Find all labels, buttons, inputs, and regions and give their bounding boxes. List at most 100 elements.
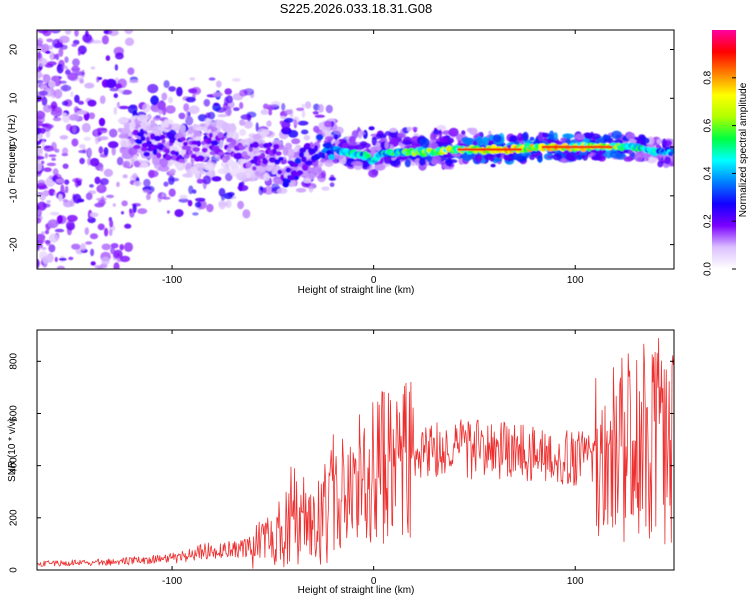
- spectrogram-cell: [48, 80, 56, 89]
- spectrogram-cell: [157, 100, 166, 111]
- y-tick-label: 200: [9, 509, 20, 526]
- spectrogram-cell: [122, 174, 128, 179]
- spectrogram-cell: [65, 185, 69, 194]
- spectrogram-cell: [325, 104, 333, 114]
- spectrogram-ridge-cell: [238, 145, 246, 150]
- spectrogram-cell: [118, 105, 130, 110]
- colorbar-tick-label: 0.6: [703, 118, 714, 132]
- x-tick-label: 0: [371, 576, 377, 587]
- spectrogram-ridge-cell: [161, 138, 166, 144]
- spectrogram-cell: [133, 160, 141, 168]
- spectrogram-cell: [414, 158, 421, 166]
- spectrogram-cell: [267, 106, 274, 111]
- spectrogram-cell: [79, 144, 86, 149]
- spectrogram-cell: [238, 128, 247, 136]
- spectrogram-cell: [122, 160, 131, 169]
- spectrogram-cell: [58, 194, 63, 202]
- spectrogram-cell: [96, 197, 107, 201]
- spectrogram-cell: [575, 151, 580, 156]
- spectrogram-cell: [117, 78, 128, 89]
- spectrogram-cell: [634, 152, 644, 162]
- spectrogram-cell: [112, 203, 116, 207]
- spectrogram-cell: [351, 161, 363, 166]
- spectrogram-cell: [50, 30, 61, 34]
- spectrogram-cell: [71, 243, 81, 250]
- spectrogram-cell: [58, 257, 67, 261]
- spectrogram-cell: [184, 173, 194, 178]
- spectrogram-ridge-cell: [217, 132, 224, 139]
- spectrogram-cell: [548, 130, 555, 140]
- spectrogram-cell: [79, 79, 85, 84]
- spectrogram-cell: [121, 200, 128, 207]
- spectrogram-cell: [119, 244, 124, 251]
- spectrogram-ridge-cell: [170, 150, 177, 156]
- spectrogram-cell: [368, 126, 375, 131]
- spectrogram-cell: [168, 86, 176, 92]
- spectrogram-cell: [89, 212, 99, 218]
- spectrogram-cell: [329, 182, 335, 187]
- spectrogram-cell: [116, 256, 121, 263]
- spectrogram-cell: [66, 214, 78, 222]
- spectrogram-ridge-cell: [290, 170, 298, 178]
- colorbar: 0.0 0.2 0.4 0.6 0.8 Normalized spectral ampl…: [703, 30, 749, 276]
- spectrogram-cell: [98, 146, 104, 154]
- spectrogram-cell: [57, 63, 63, 71]
- spectrogram-x-label: Height of straight line (km): [298, 285, 415, 296]
- spectrogram-cell: [44, 152, 48, 159]
- spectrogram-cell: [615, 152, 627, 160]
- spectrogram-cell: [58, 47, 64, 57]
- spectrogram-ridge-cell: [670, 147, 674, 154]
- spectrogram-cell: [205, 163, 214, 170]
- spectrogram-cell: [494, 157, 503, 162]
- spectrogram-cell: [117, 118, 129, 124]
- spectrogram-cell: [74, 94, 80, 103]
- spectrogram-cell: [232, 78, 241, 82]
- snr-y-label: SNR (10 * v/v): [7, 418, 18, 482]
- spectrogram-cell: [431, 155, 441, 164]
- spectrogram-cell: [184, 157, 188, 163]
- spectrogram-ridge-cell: [267, 142, 273, 148]
- y-tick-label: 400: [9, 457, 20, 474]
- spectrogram-ridge-cell: [304, 143, 311, 148]
- spectrogram-ridge-cell: [280, 160, 286, 165]
- spectrogram-cell: [48, 188, 56, 196]
- spectrogram-cell: [127, 104, 138, 114]
- spectrogram-cell: [574, 133, 585, 141]
- spectrogram-cell: [44, 63, 54, 68]
- spectrogram-cell: [39, 191, 46, 201]
- spectrogram-cell: [168, 175, 175, 185]
- spectrogram-ridge-cell: [139, 128, 145, 136]
- spectrogram-cell: [101, 243, 111, 251]
- spectrogram-cell: [37, 179, 46, 186]
- spectrogram-cell: [45, 129, 51, 138]
- spectrogram-cell: [48, 244, 56, 253]
- spectrogram-ridge-cell: [136, 140, 143, 145]
- spectrogram-cell: [324, 136, 334, 142]
- spectrogram-cell: [169, 168, 176, 174]
- spectrogram-cell: [54, 256, 58, 263]
- spectrogram-cell: [537, 154, 543, 163]
- spectrogram-cell: [137, 114, 149, 122]
- spectrogram-cell: [147, 83, 159, 94]
- x-tick-label: 100: [567, 576, 584, 587]
- spectrogram-ridge-cell: [285, 167, 291, 173]
- spectrogram-ridge-cell: [301, 164, 309, 171]
- spectrogram-cell: [565, 152, 576, 162]
- spectrogram-cell: [37, 217, 40, 224]
- spectrogram-cell: [239, 139, 251, 144]
- spectrogram-cell: [87, 99, 97, 107]
- spectrogram-cell: [80, 243, 86, 252]
- spectrogram-ridge-cell: [252, 166, 257, 171]
- spectrogram-cell: [266, 120, 272, 127]
- spectrogram-cell: [399, 129, 404, 136]
- colorbar-tick-label: 0.4: [703, 166, 714, 180]
- spectrogram-ridge-cell: [174, 151, 179, 157]
- spectrogram-cell: [157, 193, 162, 203]
- spectrogram-cell: [404, 158, 412, 168]
- spectrogram-cell: [37, 145, 43, 154]
- spectrogram-cell: [304, 101, 312, 109]
- spectrogram-ridge-cell: [297, 170, 304, 176]
- spectrogram-cell: [83, 25, 94, 30]
- spectrogram-cell: [602, 134, 612, 139]
- spectrogram-cell: [552, 153, 562, 161]
